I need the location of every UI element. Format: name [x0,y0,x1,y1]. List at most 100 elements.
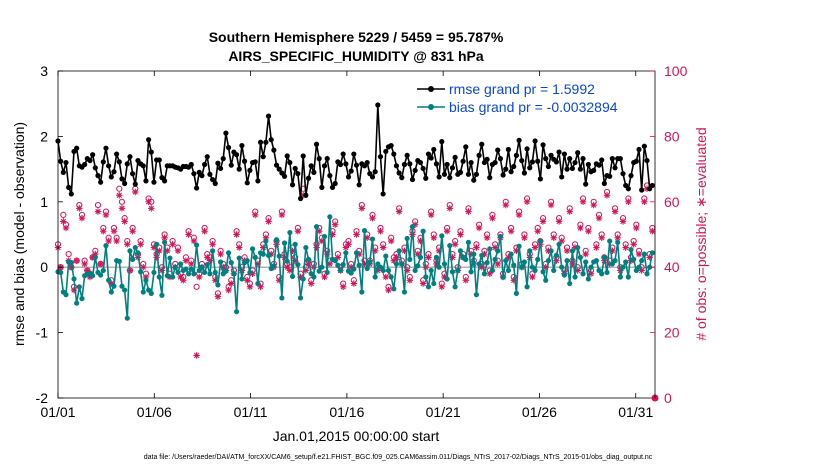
bias-point [356,262,362,268]
rmse-point [636,146,642,153]
possible-count-marker [118,198,126,205]
possible-count-marker [502,198,509,205]
possible-count-marker [377,224,384,232]
possible-count-marker [563,244,571,251]
bias-point [468,269,474,275]
possible-count-marker [137,237,144,245]
bias-point [140,289,146,295]
rmse-point [148,149,154,155]
possible-count-marker [76,201,83,209]
possible-count-marker [225,283,232,290]
bias-point [303,244,309,251]
bias-point [63,292,69,298]
legend-rmse-label: rmse grand pr = 1.5992 [449,81,595,97]
bias-point [164,273,170,279]
rmse-point [247,167,253,174]
bias-point [361,227,368,234]
y-axis-right: 0 20 40 60 80 100 [650,63,688,406]
chart-subtitle: AIRS_SPECIFIC_HUMIDITY @ 831 hPa [228,48,484,64]
rmse-point [556,149,562,155]
rmse-point [521,170,528,176]
rmse-point [340,151,346,157]
bias-point [172,264,178,270]
bias-point [343,250,349,256]
bias-point [281,240,288,246]
rmse-point [423,175,429,181]
possible-count-marker [598,231,605,238]
bias-point [409,224,416,230]
bias-point [122,287,128,293]
rmse-point [92,165,98,171]
rmse-point [82,161,88,168]
bias-point [599,271,605,277]
evaluated-count-marker [593,244,600,251]
rmse-point [122,180,128,187]
possible-count-marker [550,231,557,238]
rmse-point [433,161,440,167]
legend-bias-label: bias grand pr = -0.0032894 [449,99,618,115]
rmse-point [583,181,589,187]
bias-point [601,254,607,260]
possible-count-marker [489,211,496,218]
possible-count-marker [625,195,632,202]
possible-count-marker [190,234,198,241]
bias-point [420,228,426,234]
bias-point [532,267,538,274]
rmse-point [375,102,381,108]
rmse-point [449,165,456,171]
bias-point [106,277,112,283]
rmse-point [575,150,581,156]
possible-count-marker [268,247,275,254]
rmse-point [343,161,349,167]
rmse-point [505,146,512,153]
rmse-point [620,171,626,177]
rmse-point [345,174,352,180]
bias-point [316,268,322,274]
rmse-point [356,182,362,188]
bias-point [396,248,402,254]
possible-count-marker [124,237,131,245]
bias-point [452,284,458,290]
data-file-footnote: data file: /Users/raeder/DAI/ATM_forcXX/… [144,454,653,461]
rmse-point [524,146,530,152]
rmse-point [572,159,578,166]
bias-point [604,269,610,276]
bias-point [465,239,472,245]
rmse-point [95,173,101,179]
rmse-point [569,165,575,172]
bias-point [417,254,424,260]
bias-point [74,300,80,306]
y-tick-label: -1 [36,325,49,341]
rmse-point [337,161,344,168]
rmse-point [612,165,618,171]
possible-count-marker [465,205,472,212]
bias-point [212,269,218,276]
rmse-point [364,159,370,166]
rmse-point [124,161,130,167]
possible-count-marker [302,264,309,271]
possible-count-marker [603,188,611,196]
bias-point [217,259,224,265]
rmse-point [383,148,389,155]
rmse-point [497,156,504,162]
possible-count-marker [116,185,123,192]
bias-point [236,255,242,261]
possible-count-marker [641,195,648,202]
bias-point [156,274,162,280]
rmse-point [529,159,536,165]
possible-count-marker [353,228,360,235]
bias-point [247,269,253,276]
possible-count-marker [406,273,413,281]
bias-point [228,260,234,266]
possible-count-marker [294,224,301,232]
rmse-point [260,154,266,160]
rmse-point [431,146,437,153]
possible-count-marker [169,237,176,245]
possible-count-marker [507,224,515,232]
possible-count-marker [185,228,192,235]
y-tick-label: 2 [40,128,48,144]
bias-point [513,290,520,296]
bias-point [98,272,104,278]
x-tick-label: 01/26 [522,404,557,420]
bias-point [537,238,543,244]
